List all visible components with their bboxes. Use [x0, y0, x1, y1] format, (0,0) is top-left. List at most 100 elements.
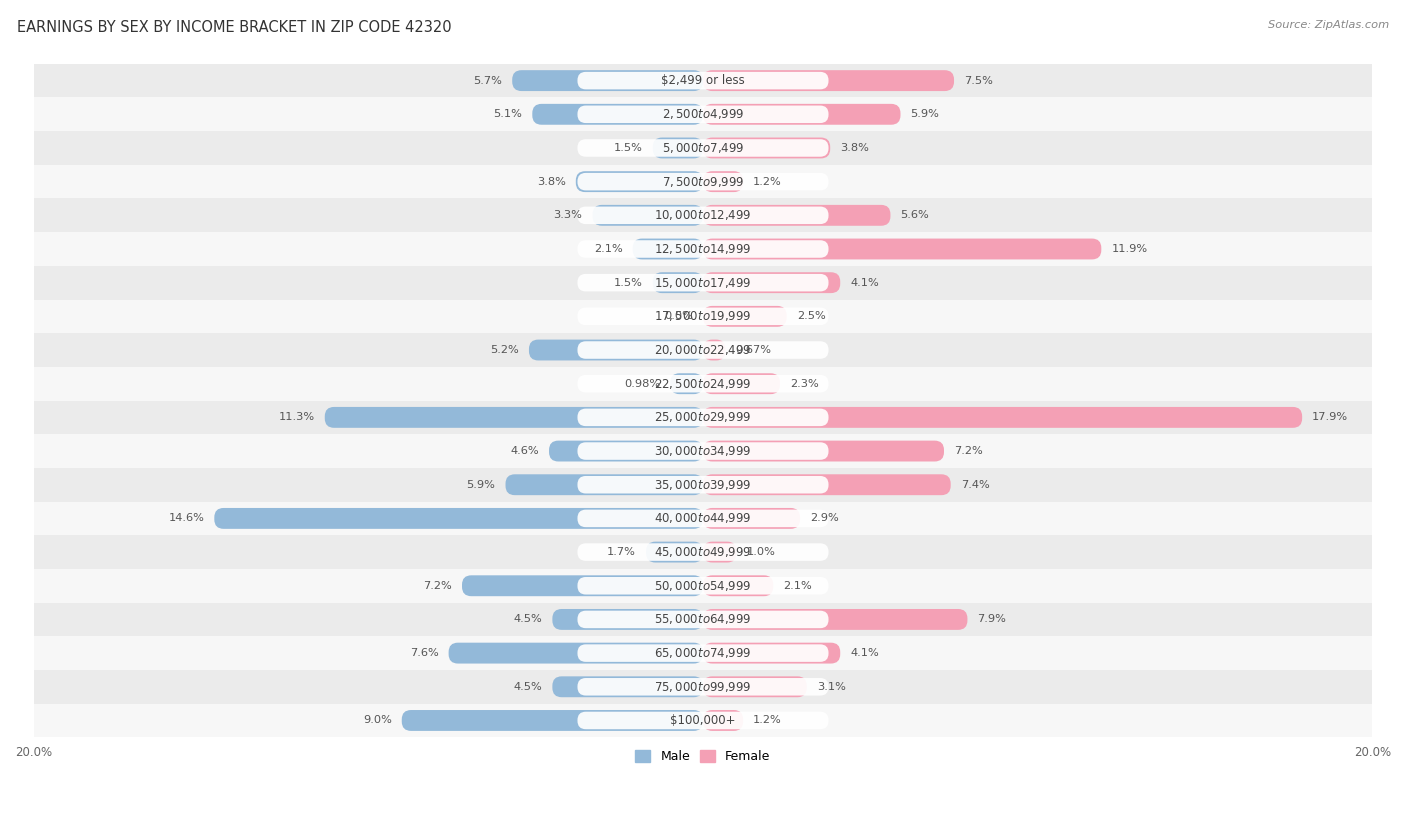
- FancyBboxPatch shape: [578, 274, 828, 291]
- FancyBboxPatch shape: [402, 710, 703, 731]
- Text: Source: ZipAtlas.com: Source: ZipAtlas.com: [1268, 20, 1389, 30]
- Text: $5,000 to $7,499: $5,000 to $7,499: [662, 141, 744, 155]
- FancyBboxPatch shape: [553, 609, 703, 630]
- Text: 2.1%: 2.1%: [783, 580, 813, 591]
- Bar: [34, 299, 1372, 333]
- Bar: [34, 401, 1372, 434]
- FancyBboxPatch shape: [449, 642, 703, 663]
- FancyBboxPatch shape: [703, 576, 773, 596]
- Text: 1.2%: 1.2%: [754, 176, 782, 187]
- Bar: [34, 468, 1372, 502]
- FancyBboxPatch shape: [703, 407, 1302, 428]
- Text: $100,000+: $100,000+: [671, 714, 735, 727]
- FancyBboxPatch shape: [703, 676, 807, 698]
- FancyBboxPatch shape: [578, 442, 828, 460]
- Bar: [34, 535, 1372, 569]
- Text: 7.5%: 7.5%: [965, 76, 993, 85]
- FancyBboxPatch shape: [578, 510, 828, 527]
- Bar: [34, 198, 1372, 233]
- Text: 4.5%: 4.5%: [513, 615, 543, 624]
- Text: 3.1%: 3.1%: [817, 682, 845, 692]
- Text: 14.6%: 14.6%: [169, 513, 204, 524]
- FancyBboxPatch shape: [578, 241, 828, 258]
- FancyBboxPatch shape: [703, 474, 950, 495]
- Text: 1.5%: 1.5%: [614, 278, 643, 288]
- FancyBboxPatch shape: [578, 139, 828, 157]
- Bar: [34, 333, 1372, 367]
- Text: $2,500 to $4,999: $2,500 to $4,999: [662, 107, 744, 121]
- Text: 1.2%: 1.2%: [754, 715, 782, 725]
- Text: 5.2%: 5.2%: [491, 345, 519, 355]
- Text: $2,499 or less: $2,499 or less: [661, 74, 745, 87]
- Text: $45,000 to $49,999: $45,000 to $49,999: [654, 545, 752, 559]
- FancyBboxPatch shape: [703, 541, 737, 563]
- Text: $40,000 to $44,999: $40,000 to $44,999: [654, 511, 752, 525]
- Text: $25,000 to $29,999: $25,000 to $29,999: [654, 411, 752, 424]
- FancyBboxPatch shape: [578, 577, 828, 594]
- Text: 5.1%: 5.1%: [494, 109, 522, 120]
- FancyBboxPatch shape: [512, 70, 703, 91]
- FancyBboxPatch shape: [578, 543, 828, 561]
- FancyBboxPatch shape: [578, 476, 828, 493]
- FancyBboxPatch shape: [703, 205, 890, 226]
- Bar: [34, 502, 1372, 535]
- FancyBboxPatch shape: [633, 238, 703, 259]
- Bar: [34, 569, 1372, 602]
- Bar: [34, 670, 1372, 703]
- Text: $7,500 to $9,999: $7,500 to $9,999: [662, 175, 744, 189]
- FancyBboxPatch shape: [578, 72, 828, 89]
- Text: $65,000 to $74,999: $65,000 to $74,999: [654, 646, 752, 660]
- Text: 9.0%: 9.0%: [363, 715, 392, 725]
- Text: $50,000 to $54,999: $50,000 to $54,999: [654, 579, 752, 593]
- Text: $20,000 to $22,499: $20,000 to $22,499: [654, 343, 752, 357]
- Bar: [34, 266, 1372, 299]
- FancyBboxPatch shape: [578, 678, 828, 696]
- FancyBboxPatch shape: [463, 576, 703, 596]
- FancyBboxPatch shape: [578, 207, 828, 224]
- Text: $10,000 to $12,499: $10,000 to $12,499: [654, 208, 752, 222]
- Bar: [34, 602, 1372, 637]
- FancyBboxPatch shape: [214, 508, 703, 528]
- FancyBboxPatch shape: [703, 70, 955, 91]
- FancyBboxPatch shape: [578, 645, 828, 662]
- FancyBboxPatch shape: [647, 541, 703, 563]
- FancyBboxPatch shape: [703, 441, 943, 462]
- Text: 4.1%: 4.1%: [851, 278, 879, 288]
- Text: 7.9%: 7.9%: [977, 615, 1007, 624]
- FancyBboxPatch shape: [578, 611, 828, 628]
- FancyBboxPatch shape: [548, 441, 703, 462]
- FancyBboxPatch shape: [578, 106, 828, 123]
- Text: 5.9%: 5.9%: [467, 480, 495, 489]
- FancyBboxPatch shape: [703, 104, 900, 124]
- Text: $15,000 to $17,499: $15,000 to $17,499: [654, 276, 752, 289]
- FancyBboxPatch shape: [703, 238, 1101, 259]
- FancyBboxPatch shape: [703, 642, 841, 663]
- Text: EARNINGS BY SEX BY INCOME BRACKET IN ZIP CODE 42320: EARNINGS BY SEX BY INCOME BRACKET IN ZIP…: [17, 20, 451, 35]
- Text: 5.7%: 5.7%: [474, 76, 502, 85]
- Text: 0.67%: 0.67%: [735, 345, 772, 355]
- FancyBboxPatch shape: [592, 205, 703, 226]
- FancyBboxPatch shape: [578, 375, 828, 393]
- FancyBboxPatch shape: [703, 137, 830, 159]
- FancyBboxPatch shape: [578, 307, 828, 325]
- Text: $35,000 to $39,999: $35,000 to $39,999: [654, 478, 752, 492]
- Text: 5.9%: 5.9%: [911, 109, 939, 120]
- Text: 2.3%: 2.3%: [790, 379, 818, 389]
- FancyBboxPatch shape: [325, 407, 703, 428]
- Text: 4.5%: 4.5%: [513, 682, 543, 692]
- FancyBboxPatch shape: [506, 474, 703, 495]
- FancyBboxPatch shape: [703, 609, 967, 630]
- Bar: [34, 233, 1372, 266]
- Bar: [34, 131, 1372, 165]
- Text: $12,500 to $14,999: $12,500 to $14,999: [654, 242, 752, 256]
- FancyBboxPatch shape: [703, 710, 744, 731]
- Bar: [34, 98, 1372, 131]
- Text: 4.1%: 4.1%: [851, 648, 879, 658]
- Text: 1.5%: 1.5%: [614, 143, 643, 153]
- Text: $55,000 to $64,999: $55,000 to $64,999: [654, 612, 752, 627]
- Text: $17,500 to $19,999: $17,500 to $19,999: [654, 310, 752, 324]
- Text: $22,500 to $24,999: $22,500 to $24,999: [654, 376, 752, 391]
- Text: $30,000 to $34,999: $30,000 to $34,999: [654, 444, 752, 458]
- Text: 3.8%: 3.8%: [841, 143, 869, 153]
- Bar: [34, 703, 1372, 737]
